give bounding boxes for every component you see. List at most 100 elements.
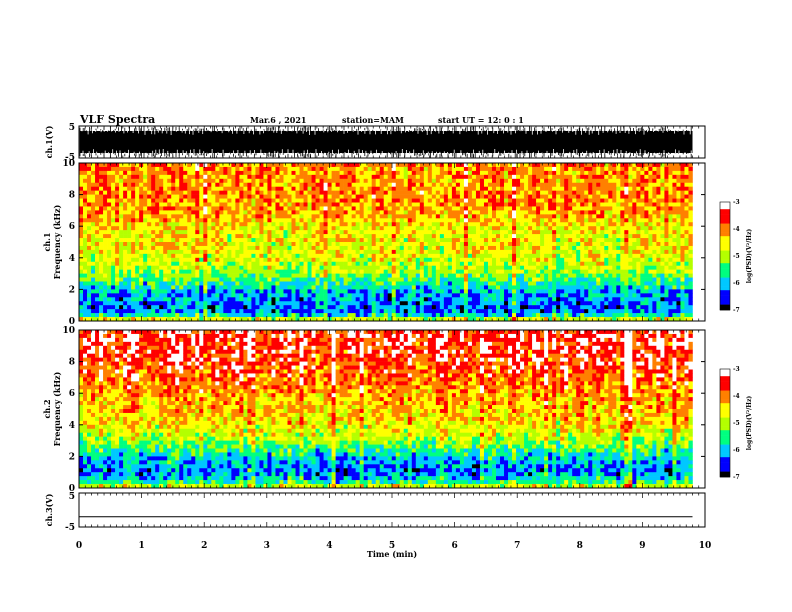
spectrogram-cell bbox=[504, 202, 509, 207]
spectrogram-cell bbox=[471, 238, 477, 243]
spectrogram-cell bbox=[223, 166, 228, 172]
spectrogram-cell bbox=[383, 170, 389, 176]
spectrogram-cell bbox=[455, 297, 461, 302]
spectrogram-cell bbox=[315, 210, 320, 215]
spectrogram-cell bbox=[187, 182, 192, 187]
spectrogram-cell bbox=[307, 194, 312, 199]
spectrogram-cell bbox=[271, 309, 276, 314]
spectrogram-cell bbox=[367, 226, 373, 231]
spectrogram-cell bbox=[95, 317, 100, 322]
spectrogram-cell bbox=[399, 226, 405, 231]
spectrogram-cell bbox=[211, 293, 216, 298]
spectrogram-cell bbox=[79, 206, 84, 211]
spectrogram-cell bbox=[299, 309, 304, 314]
spectrogram-cell bbox=[496, 293, 501, 298]
spectrogram-cell bbox=[451, 265, 457, 270]
spectrogram-cell bbox=[127, 253, 132, 259]
spectrogram-cell bbox=[391, 281, 397, 286]
spectrogram-cell bbox=[87, 178, 92, 184]
spectrogram-cell bbox=[239, 234, 244, 239]
spectrogram-cell bbox=[279, 261, 284, 266]
spectrogram-cell bbox=[99, 249, 104, 255]
spectrogram-cell bbox=[399, 289, 405, 294]
spectrogram-cell bbox=[319, 222, 324, 227]
spectrogram-cell bbox=[119, 166, 124, 172]
spectrogram-cell bbox=[167, 190, 172, 195]
spectrogram-cell bbox=[379, 230, 385, 235]
spectrogram-cell bbox=[179, 297, 184, 302]
spectrogram-cell bbox=[87, 305, 92, 310]
spectrogram-cell bbox=[508, 194, 513, 199]
spectrogram-cell bbox=[291, 206, 296, 211]
spectrogram-cell bbox=[492, 230, 497, 235]
spectrogram-cell bbox=[451, 297, 457, 302]
spectrogram-cell bbox=[211, 245, 216, 251]
spectrogram-cell bbox=[195, 226, 200, 231]
spectrogram-cell bbox=[479, 202, 485, 207]
spectrogram-cell bbox=[203, 194, 208, 199]
spectrogram-cell bbox=[219, 297, 224, 302]
spectrogram-cell bbox=[451, 218, 457, 223]
spectrogram-cell bbox=[467, 261, 473, 266]
spectrogram-cell bbox=[423, 226, 429, 231]
spectrogram-cell bbox=[243, 230, 248, 235]
spectrogram-cell bbox=[315, 182, 320, 187]
spectrogram-cell bbox=[223, 309, 228, 314]
spectrogram-cell bbox=[287, 218, 292, 223]
spectrogram-cell bbox=[423, 186, 429, 191]
spectrogram-cell bbox=[427, 202, 433, 207]
spectrogram-cell bbox=[371, 297, 377, 302]
spectrogram-cell bbox=[191, 178, 196, 184]
spectrogram-cell bbox=[303, 163, 308, 168]
spectrogram-cell bbox=[471, 166, 477, 172]
spectrogram-cell bbox=[331, 289, 336, 294]
spectrogram-cell bbox=[267, 194, 272, 199]
spectrogram-cell bbox=[492, 289, 497, 294]
spectrogram-cell bbox=[155, 317, 160, 322]
spectrogram-cell bbox=[323, 301, 328, 306]
spectrogram-cell bbox=[347, 202, 352, 207]
spectrogram-cell bbox=[331, 206, 336, 211]
spectrogram-cell bbox=[475, 242, 481, 247]
spectrogram-cell bbox=[299, 273, 304, 278]
spectrogram-cell bbox=[419, 245, 425, 251]
spectrogram-cell bbox=[479, 226, 485, 231]
spectrogram-cell bbox=[239, 249, 244, 255]
spectrogram-cell bbox=[496, 190, 501, 195]
spectrogram-cell bbox=[231, 234, 236, 239]
spectrogram-cell bbox=[463, 242, 469, 247]
spectrogram-cell bbox=[219, 230, 224, 235]
spectrogram-cell bbox=[263, 261, 268, 266]
spectrogram-cell bbox=[279, 210, 284, 215]
spectrogram-cell bbox=[119, 170, 124, 176]
spectrogram-cell bbox=[339, 309, 344, 314]
spectrogram-cell bbox=[419, 242, 425, 247]
spectrogram-cell bbox=[459, 178, 465, 184]
spectrogram-cell bbox=[95, 277, 100, 282]
spectrogram-cell bbox=[395, 194, 401, 199]
spectrogram-cell bbox=[375, 186, 381, 191]
spectrogram-cell bbox=[171, 273, 176, 278]
spectrogram-cell bbox=[504, 277, 509, 282]
spectrogram-cell bbox=[211, 305, 216, 310]
spectrogram-cell bbox=[500, 194, 505, 199]
spectrogram-cell bbox=[283, 313, 288, 318]
spectrogram-cell bbox=[99, 253, 104, 259]
spectrogram-cell bbox=[291, 249, 296, 255]
spectrogram-cell bbox=[255, 301, 260, 306]
spectrogram-cell bbox=[463, 170, 469, 176]
spectrogram-cell bbox=[95, 170, 100, 176]
spectrogram-cell bbox=[496, 238, 501, 243]
spectrogram-cell bbox=[211, 230, 216, 235]
spectrogram-cell bbox=[119, 269, 124, 274]
spectrogram-cell bbox=[155, 273, 160, 278]
spectrogram-cell bbox=[467, 226, 473, 231]
spectrogram-cell bbox=[267, 166, 272, 172]
spectrogram-cell bbox=[295, 163, 300, 168]
spectrogram-cell bbox=[155, 163, 160, 168]
spectrogram-cell bbox=[492, 178, 497, 184]
spectrogram-cell bbox=[255, 182, 260, 187]
spectrogram-cell bbox=[155, 269, 160, 274]
spectrogram-cell bbox=[103, 293, 108, 298]
spectrogram-cell bbox=[319, 249, 324, 255]
